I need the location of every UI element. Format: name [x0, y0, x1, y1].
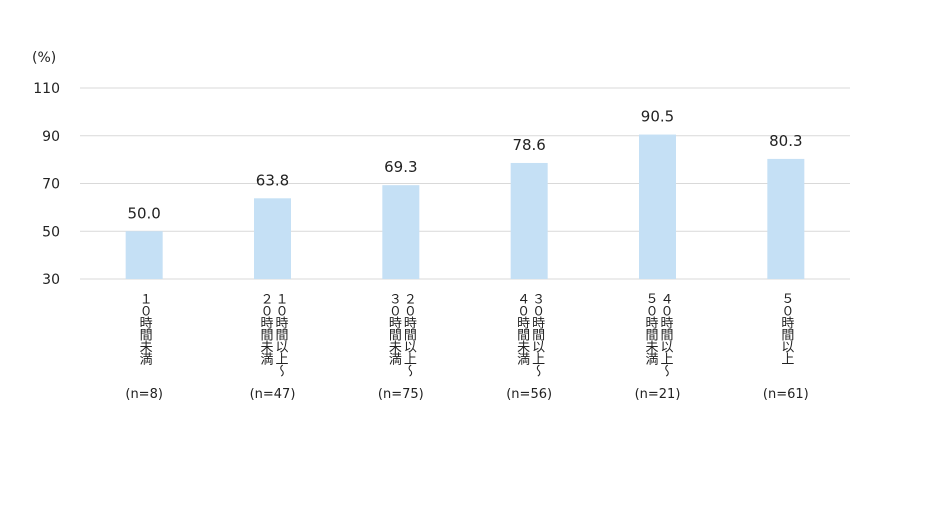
value-label: 90.5	[641, 108, 674, 126]
y-axis-unit: (%)	[32, 50, 56, 66]
y-tick-label: 90	[42, 129, 60, 145]
x-tick-label: ３０時間未満	[385, 292, 401, 364]
value-label: 50.0	[127, 204, 160, 222]
sample-size-label: (n=21)	[634, 387, 681, 402]
bar	[767, 158, 805, 279]
bar	[125, 231, 163, 279]
sample-size-label: (n=8)	[125, 387, 163, 402]
x-tick-label: ５０時間以上	[778, 292, 794, 364]
value-label: 80.3	[769, 132, 802, 150]
x-tick-label: １０時間未満	[136, 292, 152, 364]
y-tick-label: 110	[33, 81, 60, 97]
y-tick-label: 30	[42, 272, 60, 288]
sample-size-label: (n=56)	[506, 387, 553, 402]
x-tick-label: １０時間以上〜	[272, 292, 288, 376]
y-tick-label: 50	[42, 224, 60, 240]
x-tick-label: ５０時間未満	[642, 292, 658, 364]
y-tick-label: 70	[42, 177, 60, 193]
sample-size-label: (n=47)	[249, 387, 296, 402]
x-tick-label: ４０時間未満	[514, 292, 530, 364]
x-tick-label: ２０時間以上〜	[400, 292, 416, 376]
x-tick-label: ２０時間未満	[257, 292, 273, 364]
sample-size-label: (n=61)	[762, 387, 809, 402]
x-tick-label: ４０時間以上〜	[657, 292, 673, 376]
bar	[510, 162, 548, 279]
sample-size-label: (n=75)	[377, 387, 424, 402]
bar	[382, 185, 420, 279]
x-tick-label: ３０時間以上〜	[529, 292, 545, 376]
value-label: 78.6	[512, 136, 545, 154]
value-label: 69.3	[384, 158, 417, 176]
bar	[639, 134, 676, 279]
bar	[254, 198, 291, 279]
value-label: 63.8	[256, 171, 289, 189]
